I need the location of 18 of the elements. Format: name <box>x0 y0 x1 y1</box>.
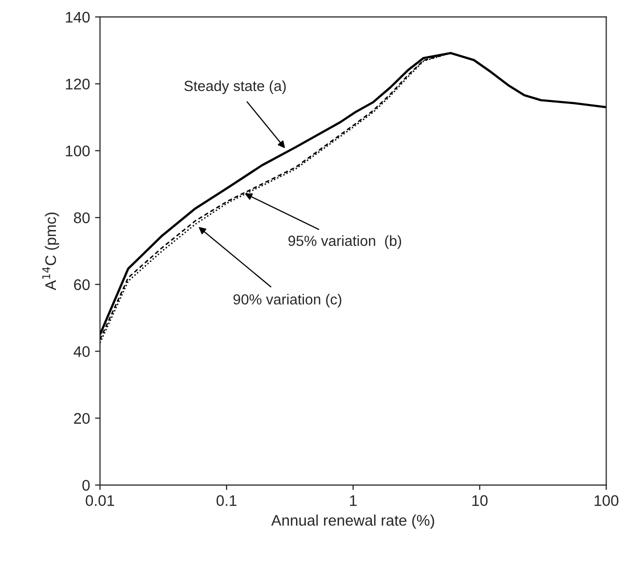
x-tick-label: 1 <box>350 495 357 506</box>
x-tick-label: 10 <box>472 495 488 506</box>
y-tick-label: 20 <box>74 413 90 424</box>
y-tick-label: 40 <box>74 346 90 357</box>
annotation: Steady state (a) <box>184 80 286 94</box>
y-tick-label: 0 <box>82 480 90 491</box>
y-tick-label: 60 <box>74 279 90 290</box>
y-tick-label: 120 <box>66 78 90 90</box>
annotation: 90% variation (c) <box>233 294 342 308</box>
y-axis-title: A$^{14}$C (pmc) <box>42 212 60 290</box>
x-tick-label: 0.1 <box>216 495 236 506</box>
y-tick-label: 100 <box>66 146 90 156</box>
y-tick-label: 80 <box>74 212 90 224</box>
x-tick-label: 100 <box>594 495 618 506</box>
y-tick-label: 140 <box>66 12 90 23</box>
x-axis-title: Annual renewal rate (%) <box>271 514 434 529</box>
x-tick-label: 0.01 <box>86 495 114 506</box>
annotation: 95% variation (b) <box>288 235 402 249</box>
